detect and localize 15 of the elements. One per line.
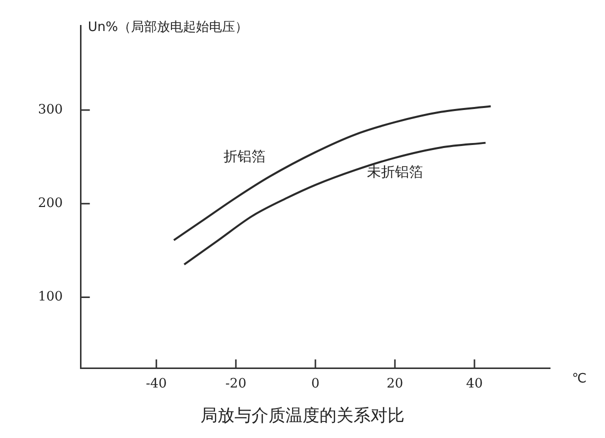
x-axis-title: ℃ xyxy=(572,371,587,386)
line-series xyxy=(172,105,492,242)
x-tick-label: -40 xyxy=(146,376,167,392)
x-tick-label: 0 xyxy=(311,376,320,392)
line-series xyxy=(183,142,487,266)
text: 局放与介质温度的关系对比 xyxy=(200,405,406,427)
y-tick-label: 200 xyxy=(38,196,63,212)
series-label: 未折铝箔 xyxy=(366,164,423,180)
x-tick-label: 40 xyxy=(466,376,483,392)
y-axis-title: Un%（局部放电起始电压） xyxy=(88,20,248,36)
y-tick-label: 100 xyxy=(38,290,63,305)
series-label: 折铝箔 xyxy=(224,149,266,166)
y-tick-label: 300 xyxy=(38,102,63,118)
x-tick-label: -20 xyxy=(225,376,246,392)
x-tick-label: 20 xyxy=(386,376,404,392)
